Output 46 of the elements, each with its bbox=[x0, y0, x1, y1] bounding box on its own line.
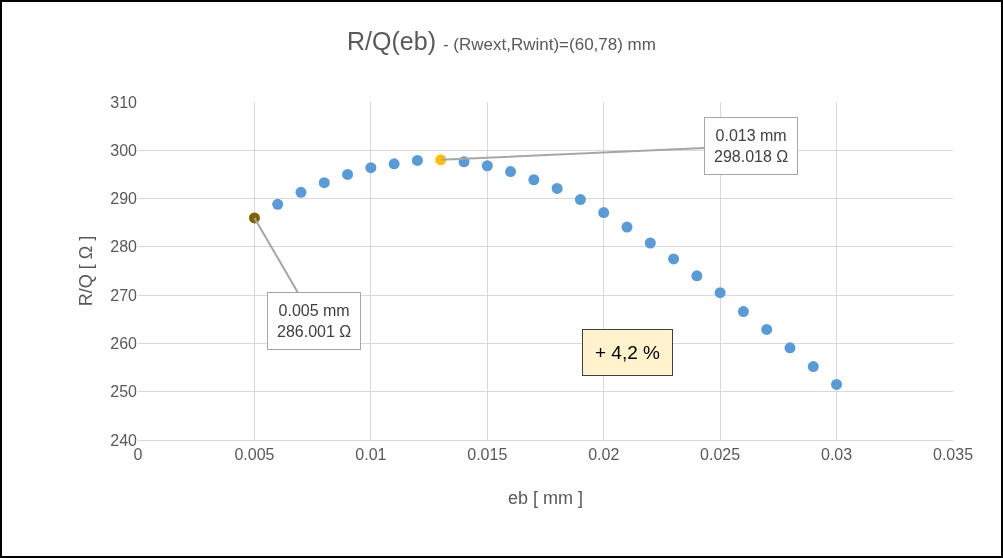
x-tick-label: 0.02 bbox=[588, 446, 620, 464]
y-tick-label: 270 bbox=[110, 286, 138, 304]
y-tick-label: 260 bbox=[110, 335, 138, 353]
x-tick-label: 0.005 bbox=[234, 446, 275, 464]
point bbox=[318, 177, 330, 189]
point bbox=[295, 186, 307, 198]
point bbox=[481, 160, 493, 172]
y-tick-label: 300 bbox=[110, 141, 138, 159]
point bbox=[691, 270, 703, 282]
chart-subtitle: - (Rwext,Rwint)=(60,78) mm bbox=[442, 34, 656, 54]
x-tick-label: 0.015 bbox=[467, 446, 508, 464]
point bbox=[574, 194, 586, 206]
point bbox=[272, 198, 284, 210]
point bbox=[528, 174, 540, 186]
annotation: 0.005 mm 286.001 Ω bbox=[277, 302, 352, 340]
point bbox=[784, 342, 796, 354]
x-tick-label: 0.035 bbox=[932, 446, 974, 464]
y-tick-label: 310 bbox=[110, 93, 138, 111]
annotation: 0.013 mm 298.018 Ω bbox=[714, 127, 789, 165]
point bbox=[365, 162, 377, 174]
x-tick-label: 0 bbox=[133, 446, 143, 464]
annotation: + 4,2 % bbox=[595, 342, 661, 363]
point bbox=[807, 361, 819, 373]
point bbox=[737, 306, 749, 318]
point bbox=[668, 253, 680, 265]
x-tick-label: 0.01 bbox=[355, 446, 387, 464]
chart-title: R/Q(eb) bbox=[347, 26, 436, 55]
point bbox=[761, 323, 773, 335]
y-axis-title: R/Q [ Ω ] bbox=[76, 235, 96, 307]
point bbox=[411, 154, 423, 166]
x-axis-title: eb [ mm ] bbox=[507, 488, 584, 508]
y-tick-label: 250 bbox=[110, 383, 138, 401]
point bbox=[644, 237, 656, 249]
x-tick-label: 0.03 bbox=[821, 446, 853, 464]
y-tick-label: 240 bbox=[110, 431, 138, 449]
point bbox=[598, 207, 610, 219]
point bbox=[505, 166, 517, 178]
point bbox=[551, 182, 563, 194]
x-tick-label: 0.025 bbox=[700, 446, 741, 464]
point bbox=[342, 168, 354, 180]
y-tick-label: 290 bbox=[110, 190, 138, 208]
point bbox=[621, 221, 633, 233]
point bbox=[388, 158, 400, 170]
y-tick-label: 280 bbox=[110, 238, 138, 256]
point bbox=[831, 378, 843, 390]
point bbox=[714, 287, 726, 299]
